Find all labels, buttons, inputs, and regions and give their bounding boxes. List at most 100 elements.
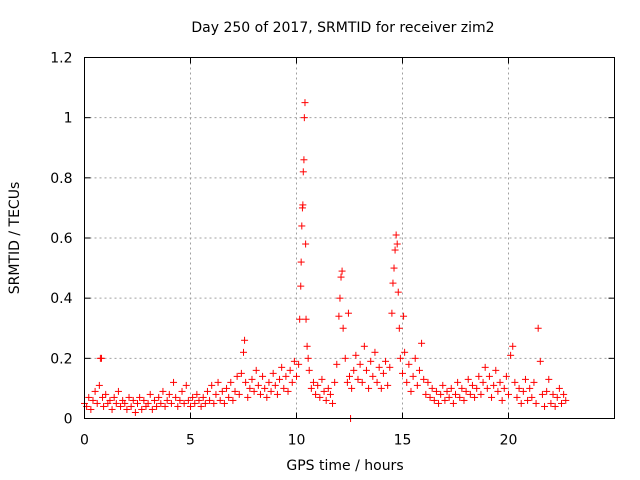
data-point (206, 396, 214, 404)
data-point (106, 396, 114, 404)
data-point (246, 384, 254, 392)
data-point (302, 315, 310, 323)
data-point (282, 372, 290, 380)
data-point (329, 399, 337, 407)
data-point (456, 393, 464, 401)
data-point (180, 399, 188, 407)
data-point (114, 387, 122, 395)
data-point (471, 393, 479, 401)
data-point (475, 372, 483, 380)
data-point (150, 396, 158, 404)
data-point (530, 378, 538, 386)
data-point (97, 354, 105, 362)
data-point (220, 399, 228, 407)
data-point (227, 378, 235, 386)
data-point (392, 231, 400, 239)
x-axis-ticks: 0 5 10 15 20 (80, 57, 517, 449)
data-point (558, 399, 565, 407)
data-point (99, 393, 107, 401)
data-point (435, 399, 443, 407)
data-point (307, 384, 315, 392)
data-point (100, 402, 108, 410)
data-point (396, 354, 404, 362)
data-point (432, 387, 440, 395)
x-axis-label: GPS time / hours (286, 458, 403, 474)
data-point (85, 393, 93, 401)
data-point (297, 258, 305, 266)
data-point (316, 393, 324, 401)
data-point (95, 381, 103, 389)
data-point (248, 375, 256, 383)
data-point (218, 387, 226, 395)
data-point (411, 354, 419, 362)
data-point (445, 393, 453, 401)
data-point (422, 390, 430, 398)
data-point (320, 387, 328, 395)
data-point (413, 381, 421, 389)
data-point (458, 384, 466, 392)
data-point (271, 381, 279, 389)
data-point (549, 390, 557, 398)
data-point (418, 339, 426, 347)
data-point (290, 357, 298, 365)
data-point (483, 384, 491, 392)
data-point (301, 99, 309, 107)
data-point (496, 378, 504, 386)
data-point (295, 360, 303, 368)
data-point (375, 363, 383, 371)
data-point (233, 372, 241, 380)
data-point (401, 348, 409, 356)
data-point (129, 396, 137, 404)
data-point (273, 390, 281, 398)
data-point (344, 309, 352, 317)
data-point (256, 390, 264, 398)
data-point (394, 288, 402, 296)
y-tick-label: 1 (64, 111, 73, 127)
data-point (299, 201, 307, 209)
data-point (326, 390, 334, 398)
x-tick-label: 0 (80, 433, 89, 449)
data-point (534, 324, 542, 332)
x-tick-label: 10 (288, 433, 306, 449)
data-point (280, 384, 288, 392)
data-point (300, 114, 308, 122)
data-point (300, 156, 308, 164)
data-point (407, 387, 415, 395)
data-point (350, 366, 358, 374)
data-point (318, 375, 326, 383)
y-tick-label: 0 (64, 412, 73, 428)
data-point (331, 378, 339, 386)
data-point (108, 405, 116, 413)
x-tick-label: 15 (394, 433, 412, 449)
data-point (278, 363, 286, 371)
data-point (515, 384, 523, 392)
data-point (170, 378, 178, 386)
data-point (386, 363, 394, 371)
data-point (197, 402, 205, 410)
y-tick-label: 0.8 (50, 171, 72, 187)
data-point (543, 387, 551, 395)
data-point (125, 393, 133, 401)
data-point (229, 396, 237, 404)
data-point (500, 384, 508, 392)
data-point (193, 390, 201, 398)
data-point (369, 372, 377, 380)
data-point (172, 393, 180, 401)
data-point (276, 375, 284, 383)
data-point (167, 399, 175, 407)
data-point (541, 402, 549, 410)
data-point (449, 399, 457, 407)
data-point (492, 366, 500, 374)
data-point (127, 402, 135, 410)
data-point (324, 384, 332, 392)
data-point (371, 348, 379, 356)
data-point (121, 399, 129, 407)
data-point (87, 405, 95, 413)
data-point (261, 384, 269, 392)
data-point (155, 393, 163, 401)
data-point (240, 348, 247, 356)
data-point (138, 405, 146, 413)
data-point (389, 279, 397, 287)
data-point (293, 372, 300, 380)
data-point (117, 402, 125, 410)
